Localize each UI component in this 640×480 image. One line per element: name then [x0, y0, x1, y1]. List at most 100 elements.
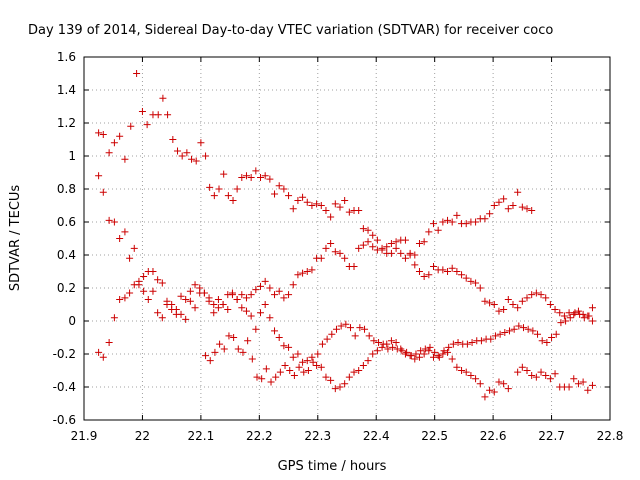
data-point [313, 200, 321, 208]
data-point [168, 301, 176, 308]
data-point [500, 380, 508, 388]
x-tick-label: 22 [135, 429, 150, 443]
data-point [429, 263, 437, 271]
data-point [523, 294, 531, 302]
data-point [384, 345, 392, 353]
data-point [378, 343, 386, 351]
data-point [359, 362, 367, 370]
data-point [317, 254, 325, 262]
data-point [468, 338, 476, 346]
data-point [491, 332, 499, 340]
data-point [429, 220, 437, 228]
data-point [225, 332, 233, 340]
data-point [105, 149, 113, 157]
data-point [182, 315, 190, 323]
data-point [472, 279, 480, 287]
data-point [383, 249, 391, 257]
data-point [280, 185, 288, 193]
x-tick-label: 22.3 [304, 429, 331, 443]
data-point [247, 173, 255, 181]
data-point [253, 373, 261, 381]
plot-frame [83, 56, 611, 421]
data-point [144, 296, 152, 304]
data-point [359, 241, 367, 249]
data-point [490, 388, 498, 396]
data-point [110, 314, 118, 322]
data-point [110, 218, 118, 226]
data-point [126, 254, 134, 262]
data-point [285, 192, 293, 200]
data-point [444, 216, 452, 224]
y-axis-ticks: 1.6 1.4 1.2 1 0.8 0.6 0.4 0.2 0 -0.2 -0.4 -0.6 [53, 50, 610, 427]
data-point [248, 355, 256, 363]
data-point [337, 322, 345, 330]
data-point [95, 129, 103, 137]
data-point [463, 340, 471, 348]
data-point [224, 305, 232, 313]
data-point [462, 368, 470, 376]
data-point [294, 350, 302, 358]
data-point [411, 251, 419, 259]
data-point [532, 373, 540, 381]
data-point [444, 348, 452, 356]
data-point [369, 350, 377, 358]
data-point [420, 238, 428, 246]
data-point [570, 310, 578, 318]
data-point [495, 307, 503, 315]
data-point [252, 167, 260, 175]
data-point [574, 307, 582, 315]
data-point [529, 327, 537, 335]
data-point [359, 225, 367, 233]
data-point [560, 312, 568, 320]
chart-title: Day 139 of 2014, Sidereal Day-to-day VTE… [28, 23, 553, 38]
data-point [238, 304, 246, 312]
y-tick-label: 0.2 [57, 281, 76, 295]
data-point [172, 310, 180, 318]
data-point [205, 294, 213, 302]
data-point [375, 338, 383, 346]
data-point [331, 248, 339, 256]
data-point [242, 307, 250, 315]
data-point [257, 282, 265, 290]
data-point [336, 249, 344, 257]
data-point [449, 340, 457, 348]
data-point [588, 381, 596, 389]
series-late-low-points [514, 363, 596, 394]
data-point [135, 281, 143, 289]
data-point [200, 289, 208, 297]
data-point [149, 268, 157, 275]
data-point [285, 343, 293, 351]
data-point [317, 202, 325, 209]
data-point [345, 208, 353, 216]
data-point [191, 281, 199, 289]
data-point [584, 386, 592, 394]
data-point [369, 243, 377, 251]
x-tick-label: 22.4 [363, 429, 390, 443]
data-point [495, 198, 503, 206]
data-point [580, 314, 588, 322]
data-point [518, 297, 526, 305]
data-point [174, 147, 182, 155]
data-point [133, 70, 141, 77]
data-point [99, 188, 107, 196]
data-point [369, 231, 377, 239]
data-point [164, 111, 172, 119]
data-point [105, 216, 113, 224]
data-point [448, 218, 456, 226]
data-point [186, 297, 194, 305]
data-point [308, 202, 316, 209]
data-point [426, 343, 434, 351]
x-axis-ticks: 21.9 22 22.1 22.2 22.3 22.4 22.5 22.6 22.7 22.8 [71, 57, 623, 443]
data-point [411, 355, 419, 363]
data-point [417, 347, 425, 355]
data-point [565, 383, 573, 391]
data-point [393, 345, 401, 353]
data-point [548, 334, 556, 341]
x-axis-label: GPS time / hours [278, 459, 387, 474]
data-point [477, 337, 485, 345]
data-point [116, 235, 124, 242]
data-point [501, 329, 509, 337]
data-point [351, 332, 359, 340]
y-tick-label: 0 [68, 314, 76, 328]
